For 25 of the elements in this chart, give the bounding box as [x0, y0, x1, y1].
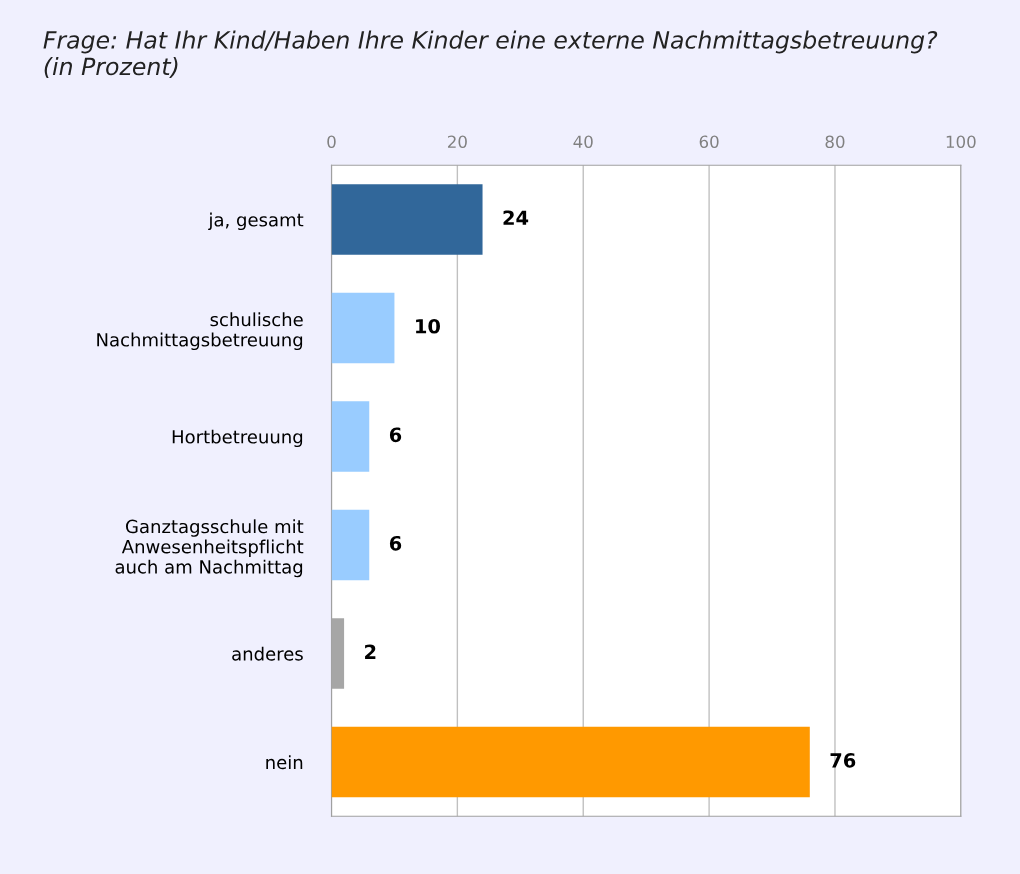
- data-label: 6: [389, 535, 402, 551]
- y-tick-label: Ganztagsschule mit Anwesenheitspflicht auch am Nachmittag: [115, 519, 304, 578]
- bar: [331, 726, 810, 798]
- data-label: 2: [365, 644, 376, 659]
- y-tick-label: Hortbetreuung: [172, 429, 303, 448]
- bar: [331, 618, 345, 689]
- x-tick-label: 0: [327, 135, 336, 149]
- x-tick-label: 60: [699, 135, 719, 149]
- x-tick-label: 20: [447, 135, 467, 149]
- data-label: 24: [503, 210, 529, 225]
- y-tick-label: ja, gesamt: [208, 212, 304, 231]
- bar: [331, 509, 370, 581]
- data-label: 6: [389, 427, 402, 443]
- bar: [331, 401, 370, 472]
- y-tick-label: anderes: [232, 646, 303, 661]
- x-tick-label: 40: [573, 135, 593, 149]
- data-label: 10: [416, 318, 441, 334]
- data-label: 76: [830, 753, 856, 768]
- chart-title: Frage: Hat Ihr Kind/Haben Ihre Kinder eine externe Nachmittagsbetreuung? (in Prozent): [43, 30, 938, 79]
- bar: [331, 184, 483, 255]
- y-tick-label: schulische Nachmittagsbetreuung: [97, 312, 303, 351]
- y-tick-label: nein: [266, 755, 303, 770]
- x-tick-label: 80: [825, 135, 845, 149]
- x-tick-label: 100: [946, 135, 976, 149]
- bar: [331, 292, 395, 364]
